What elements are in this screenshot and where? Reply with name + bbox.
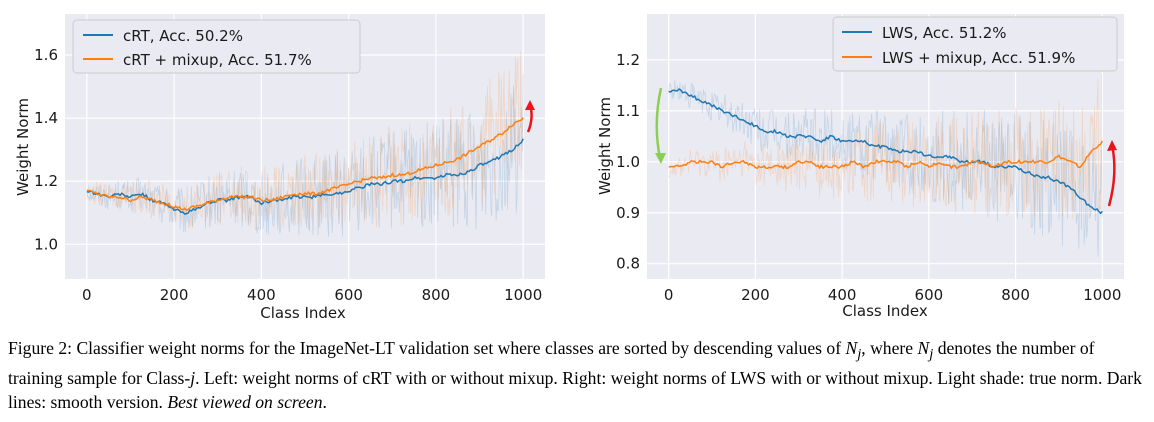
caption-end: . (322, 391, 327, 412)
left-chart: 0 200 400 600 800 1000 1.0 1.2 1.4 1.6 Class Ind… (14, 14, 545, 322)
right-legend-box (832, 16, 1118, 72)
caption-text-1: Classifier weight norms for the ImageNet… (76, 338, 846, 358)
caption-text-4: . Left: weight norms of cRT with or with… (8, 368, 1142, 412)
caption-var-n-2: N (917, 338, 930, 358)
right-y-tick-label: 1.2 (616, 51, 640, 69)
right-x-tick-label: 200 (741, 286, 770, 304)
left-raw-norm-0 (86, 74, 524, 237)
left-series-line-1 (86, 117, 524, 212)
right-x-tick-label: 0 (664, 286, 674, 304)
right-y-axis-label: Weight Norm (596, 97, 614, 195)
caption-var-n-1: N (845, 338, 858, 358)
left-x-tick-label: 0 (82, 286, 92, 304)
right-green-arrow-icon (655, 87, 663, 159)
right-legend-label-1: LWS + mixup, Acc. 51.9% (882, 49, 1075, 67)
right-series-lines (668, 88, 1103, 215)
right-x-ticks: 0 200 400 600 800 1000 (664, 286, 1122, 304)
right-y-tick-label: 0.9 (616, 204, 640, 222)
caption-sub-j-1: j (857, 346, 862, 363)
right-y-tick-label: 1.0 (616, 153, 640, 171)
right-x-tick-label: 800 (1001, 286, 1030, 304)
left-legend-label-0: cRT, Acc. 50.2% (123, 27, 243, 45)
left-y-tick-label: 1.6 (34, 46, 58, 64)
left-x-tick-label: 600 (334, 286, 363, 304)
caption-italic: Best viewed on screen (167, 391, 323, 412)
right-chart: 0 200 400 600 800 1000 0.8 0.9 1.0 1.1 1.2 Class … (596, 14, 1124, 320)
left-series-lines (86, 117, 524, 215)
left-x-ticks: 0 200 400 600 800 1000 (82, 286, 542, 304)
right-x-axis-label: Class Index (842, 302, 928, 320)
right-y-tick-label: 1.1 (616, 102, 640, 120)
left-legend-box (72, 19, 361, 74)
figure-canvas: 0 200 400 600 800 1000 1.0 1.2 1.4 1.6 Class Ind… (14, 14, 1124, 322)
right-legend: LWS, Acc. 51.2% LWS + mixup, Acc. 51.9% (832, 16, 1118, 72)
caption-var-j: j (190, 368, 196, 389)
left-legend: cRT, Acc. 50.2% cRT + mixup, Acc. 51.7% (72, 19, 361, 74)
left-legend-label-1: cRT + mixup, Acc. 51.7% (123, 51, 312, 69)
left-x-tick-label: 1000 (504, 286, 542, 304)
right-x-tick-label: 600 (915, 286, 944, 304)
right-series-line-1 (668, 140, 1103, 170)
caption-figure-label: Figure 2: (8, 338, 73, 358)
figure-caption: Figure 2: Classifier weight norms for th… (8, 337, 1148, 414)
left-x-axis-label: Class Index (260, 304, 346, 322)
left-red-arrowhead-icon (525, 100, 535, 110)
right-y-tick-label: 0.8 (616, 255, 640, 273)
right-green-arrowhead-icon (655, 153, 666, 164)
right-series-line-0 (668, 88, 1103, 215)
left-raw-norms (86, 51, 524, 237)
caption-text-3: denotes the number of training sample fo… (8, 338, 1095, 389)
left-y-ticks: 1.0 1.2 1.4 1.6 (34, 46, 58, 253)
left-y-tick-label: 1.4 (34, 109, 58, 127)
left-x-tick-label: 200 (160, 286, 189, 304)
left-y-axis-label: Weight Norm (14, 98, 32, 196)
right-x-tick-label: 400 (828, 286, 857, 304)
right-x-tick-label: 1000 (1083, 286, 1121, 304)
left-x-tick-label: 400 (247, 286, 276, 304)
left-x-tick-label: 800 (422, 286, 451, 304)
right-legend-label-0: LWS, Acc. 51.2% (882, 24, 1007, 42)
caption-sub-j-2: j (929, 346, 934, 363)
right-red-arrowhead-icon (1107, 140, 1117, 151)
right-raw-norm-1 (668, 74, 1103, 220)
caption-text-2: , where (861, 338, 918, 358)
left-series-line-0 (86, 138, 524, 215)
left-y-tick-label: 1.2 (34, 172, 58, 190)
left-y-tick-label: 1.0 (34, 235, 58, 253)
left-raw-norm-1 (86, 51, 524, 232)
right-y-ticks: 0.8 0.9 1.0 1.1 1.2 (616, 51, 640, 273)
